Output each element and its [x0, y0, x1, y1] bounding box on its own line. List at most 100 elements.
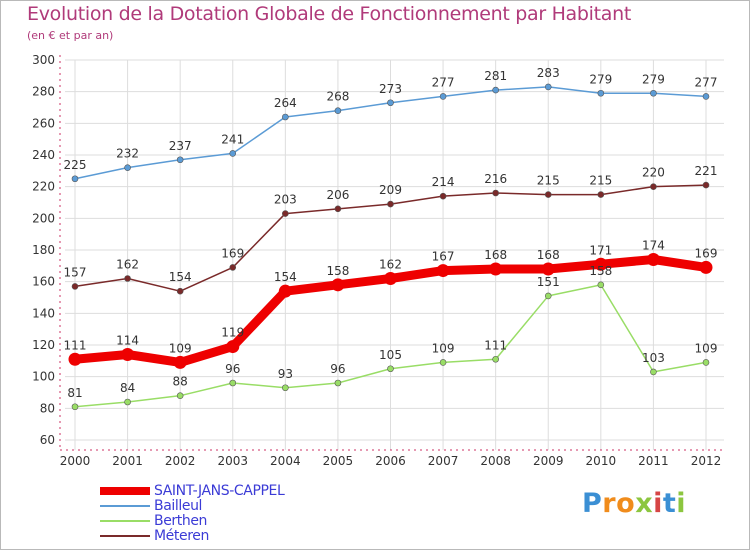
data-label: 268 [326, 90, 349, 104]
y-tick-label: 180 [32, 243, 55, 257]
x-tick-label: 2000 [60, 454, 91, 468]
logo-letter: i [653, 488, 663, 519]
data-label: 264 [274, 96, 297, 110]
data-label: 203 [274, 193, 297, 207]
data-label: 215 [537, 174, 560, 188]
data-point [334, 107, 342, 114]
data-label: 279 [589, 72, 612, 86]
data-label: 162 [379, 258, 402, 272]
data-point [650, 183, 657, 190]
data-label: 114 [116, 334, 139, 348]
data-point [439, 359, 447, 366]
data-point [702, 93, 710, 100]
data-label: 105 [379, 348, 402, 362]
x-tick-label: 2003 [217, 454, 248, 468]
data-point [544, 292, 552, 300]
data-label: 84 [120, 381, 135, 395]
data-point [702, 181, 710, 189]
legend-label-saint-jans-cappel: SAINT-JANS-CAPPEL [154, 483, 285, 499]
data-label: 119 [221, 326, 244, 340]
y-tick-label: 240 [32, 148, 55, 162]
data-point [650, 89, 657, 97]
x-tick-label: 2002 [165, 454, 196, 468]
x-tick-label: 2006 [375, 454, 406, 468]
data-point [492, 189, 499, 197]
y-tick-label: 220 [32, 180, 55, 194]
data-point [489, 262, 503, 276]
logo-letter: x [635, 488, 654, 519]
x-tick-label: 2007 [428, 454, 459, 468]
data-label: 93 [278, 367, 293, 381]
data-point [597, 281, 605, 289]
x-tick-label: 2004 [270, 454, 301, 468]
logo-letter: r [602, 488, 617, 519]
y-tick-label: 140 [32, 306, 55, 320]
data-label: 154 [274, 270, 297, 284]
data-point [597, 89, 605, 97]
x-tick-label: 2008 [480, 454, 511, 468]
data-label: 220 [642, 166, 665, 180]
y-tick-label: 300 [32, 53, 55, 67]
data-point [229, 264, 237, 271]
data-point [71, 175, 79, 183]
data-label: 273 [379, 82, 402, 96]
data-label: 225 [64, 158, 87, 172]
logo-letter: i [676, 488, 687, 519]
y-tick-label: 160 [32, 275, 55, 289]
data-point [334, 205, 342, 213]
data-label: 169 [221, 246, 244, 260]
data-label: 157 [64, 265, 87, 279]
data-point [544, 191, 552, 198]
x-tick-label: 2009 [533, 454, 564, 468]
legend-label-meteren: Méteren [154, 528, 209, 544]
data-point [68, 352, 82, 366]
data-label: 103 [642, 351, 665, 365]
data-label: 171 [589, 243, 612, 257]
data-point [229, 150, 237, 157]
x-tick-label: 2005 [323, 454, 354, 468]
data-point [71, 283, 79, 290]
data-label: 232 [116, 147, 139, 161]
logo-letter: t [662, 488, 677, 519]
data-point [282, 210, 289, 217]
data-label: 109 [169, 341, 192, 355]
data-point [121, 348, 135, 361]
data-point [176, 392, 184, 399]
data-label: 216 [484, 172, 507, 186]
data-point [176, 156, 184, 164]
x-tick-label: 2010 [586, 454, 617, 468]
y-tick-label: 120 [32, 338, 55, 352]
data-label: 283 [537, 66, 560, 80]
data-label: 214 [432, 175, 455, 189]
data-point [492, 355, 499, 363]
data-point [282, 113, 289, 121]
data-point [334, 379, 342, 387]
legend-label-berthen: Berthen [154, 513, 208, 529]
data-point [597, 191, 605, 198]
data-label: 206 [326, 188, 349, 202]
data-label: 158 [326, 264, 349, 278]
data-label: 167 [432, 250, 455, 264]
data-point [594, 257, 608, 271]
data-point [176, 287, 184, 295]
x-tick-label: 2001 [112, 454, 143, 468]
data-point [384, 272, 397, 285]
data-label: 109 [432, 341, 455, 355]
data-label: 241 [221, 132, 244, 146]
legend-swatch-berthen [100, 520, 150, 522]
y-tick-label: 100 [32, 370, 55, 384]
y-tick-label: 280 [32, 85, 55, 99]
data-point [124, 164, 131, 171]
data-label: 88 [173, 375, 188, 389]
data-point [278, 284, 292, 298]
data-point [439, 93, 447, 100]
data-label: 168 [484, 248, 507, 262]
data-label: 221 [695, 164, 718, 178]
chart-title: Evolution de la Dotation Globale de Fonc… [27, 3, 632, 25]
legend-swatch-meteren [100, 535, 150, 537]
data-point [492, 86, 499, 94]
data-point [436, 264, 450, 278]
y-tick-label: 260 [32, 116, 55, 130]
data-label: 158 [589, 264, 612, 278]
